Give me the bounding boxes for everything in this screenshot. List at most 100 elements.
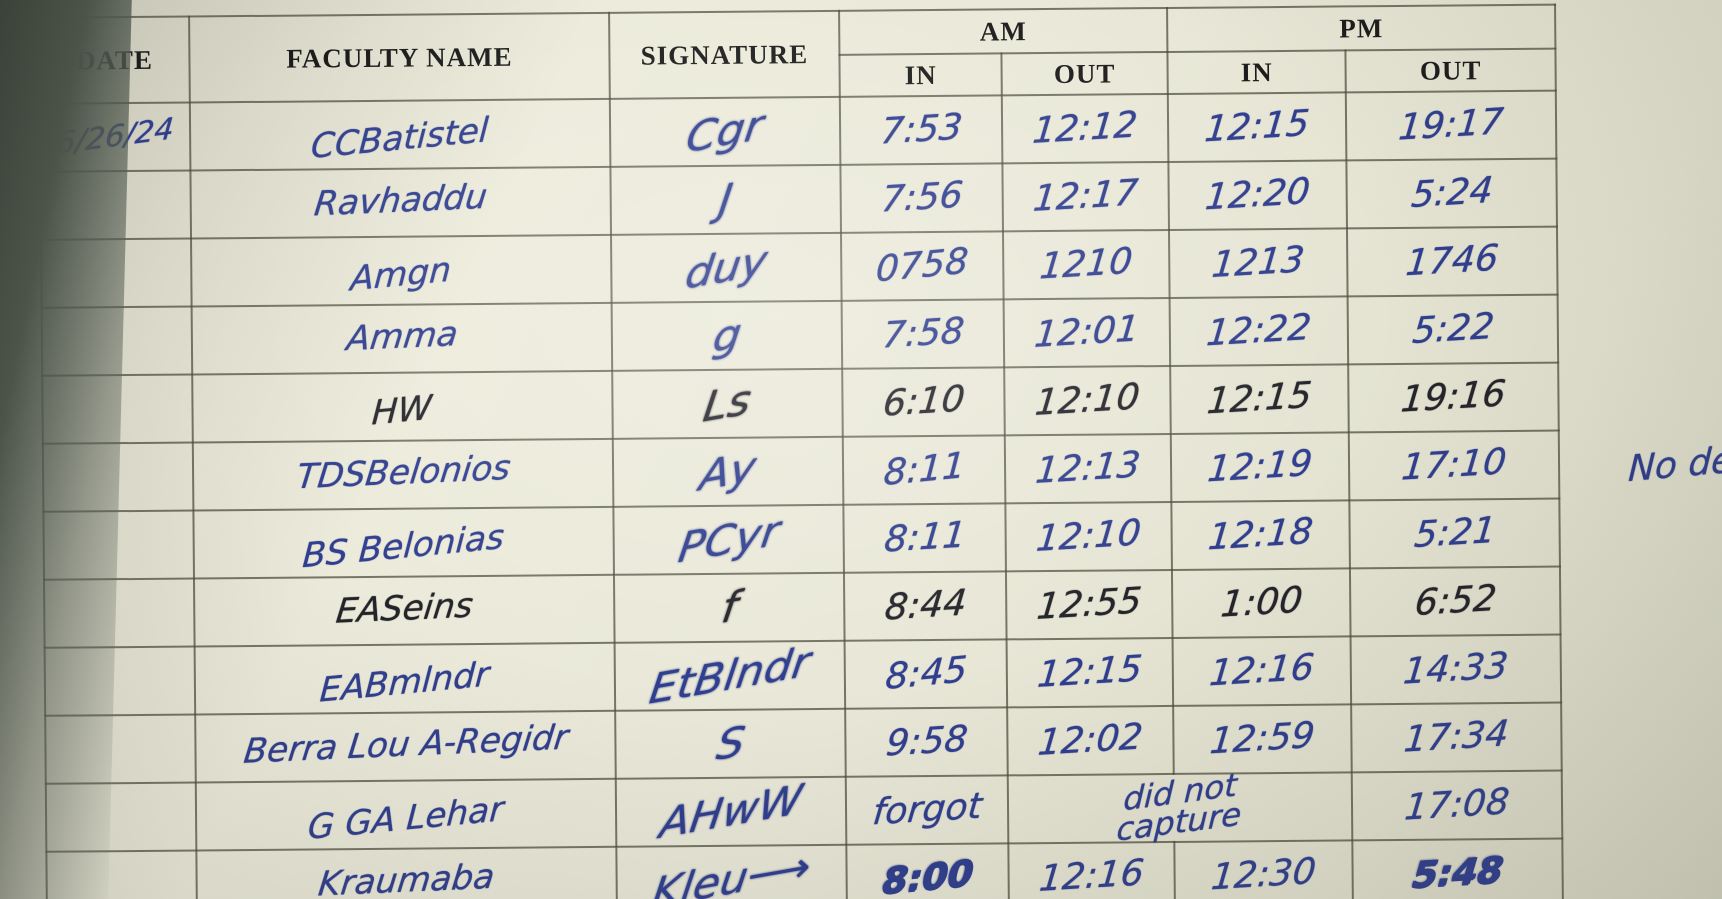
cell-am-out: 12:17: [1002, 161, 1170, 232]
header-pm: PM: [1167, 4, 1556, 52]
cell-am-out: 12:01: [1003, 297, 1171, 368]
signature-scrawl: S: [615, 708, 846, 779]
cell-am-in: 8:44: [843, 571, 1007, 641]
cell-date: [45, 782, 197, 852]
handwriting: 12:16: [1207, 647, 1317, 695]
cell-am-in: 0758: [841, 231, 1004, 301]
handwriting: 12:22: [1204, 307, 1314, 355]
handwriting: Ay: [696, 442, 760, 501]
cell-am-out: 12:10: [1004, 365, 1171, 436]
cell-faculty-name: EABmlndr: [194, 642, 616, 715]
signature-scrawl: EtBlndr: [614, 637, 846, 714]
handwriting: 8:45: [883, 649, 968, 698]
handwriting: 9:58: [883, 718, 970, 765]
handwriting: 12:10: [1034, 512, 1143, 560]
cell-pm-in: 12:16: [1172, 636, 1352, 706]
handwriting: 7:58: [880, 310, 966, 357]
handwriting: Kraumaba: [316, 856, 498, 899]
cell-pm-out: 6:52: [1349, 566, 1561, 637]
handwriting: Kleu⟶: [649, 841, 815, 899]
cell-date: [44, 646, 196, 716]
handwriting: did not capture: [1116, 766, 1243, 850]
cell-am-out: 12:16: [1008, 841, 1175, 899]
handwriting: 5:22: [1410, 306, 1496, 352]
handwriting: 6/26/24: [54, 111, 176, 162]
header-pm-in: IN: [1167, 50, 1346, 94]
handwriting: 12:10: [1033, 376, 1142, 424]
signature-scrawl: duy: [611, 232, 842, 303]
signature-scrawl: Cgr: [609, 96, 841, 167]
cell-am-out: 12:12: [1001, 93, 1169, 164]
signature-scrawl: Ay: [612, 436, 844, 507]
cell-am-out: 1210: [1002, 229, 1170, 300]
header-faculty-name: FACULTY NAME: [189, 12, 610, 103]
table-header: DATE FACULTY NAME SIGNATURE AM PM IN OUT…: [39, 4, 1556, 104]
header-am-out: OUT: [1001, 51, 1168, 96]
handwriting: AHwW: [656, 774, 806, 848]
handwriting: HW: [371, 387, 434, 434]
handwriting: 7:53: [878, 106, 964, 153]
cell-pm-out: 19:17: [1345, 90, 1557, 161]
handwriting: 12:15: [1035, 648, 1145, 696]
handwriting: 19:16: [1399, 373, 1508, 421]
handwriting: duy: [682, 236, 771, 299]
cell-date: 6/26/24: [39, 102, 191, 172]
cell-pm-out: 5:22: [1347, 294, 1559, 365]
handwriting: 12:15: [1202, 103, 1312, 151]
cell-pm-out: 17:34: [1351, 702, 1562, 773]
handwriting: 12:30: [1209, 851, 1318, 899]
cell-am-out: 12:02: [1007, 705, 1174, 776]
cell-faculty-name: TDSBelonios: [192, 438, 614, 511]
handwriting: 19:17: [1396, 101, 1506, 149]
cell-date: [45, 714, 196, 784]
cell-faculty-name: Ravhaddu: [190, 166, 612, 239]
handwriting: 8:00: [881, 852, 975, 899]
header-am-in: IN: [839, 53, 1002, 97]
signature-scrawl: Ls: [612, 368, 843, 439]
handwriting: Amma: [344, 314, 460, 360]
header-signature: SIGNATURE: [609, 10, 840, 99]
cell-am-in: 9:58: [845, 707, 1008, 777]
cell-pm-out: 14:33: [1350, 634, 1562, 705]
cell-am-in: 8:00: [846, 843, 1009, 899]
handwriting: 12:12: [1030, 104, 1140, 152]
handwriting: G GA Lehar: [306, 789, 505, 848]
handwriting: 0758: [874, 240, 970, 291]
handwriting: Ls: [700, 375, 755, 432]
handwriting: EASeins: [333, 585, 476, 632]
cell-date: [46, 850, 197, 899]
cell-faculty-name: Amgn: [191, 234, 612, 307]
cell-pm-out: 17:10: [1348, 430, 1560, 501]
handwriting: 12:17: [1031, 172, 1140, 220]
cell-am-in: 8:11: [842, 435, 1006, 505]
table-body: 6/26/24 CCBatistel Cgr 7:53 12:12 12:15 19:17 R…: [39, 90, 1563, 899]
cell-pm-in: 12:19: [1170, 432, 1350, 502]
handwriting: 17:34: [1402, 713, 1511, 761]
cell-pm-out: 1746: [1346, 226, 1558, 297]
attendance-table: DATE FACULTY NAME SIGNATURE AM PM IN OUT…: [38, 4, 1564, 899]
signature-scrawl: Kleu⟶: [616, 841, 847, 899]
cell-am-in: 6:10: [842, 367, 1005, 437]
cell-faculty-name: G GA Lehar: [195, 778, 617, 851]
handwriting: J: [715, 174, 736, 225]
header-pm-out: OUT: [1345, 48, 1556, 93]
cell-am-out: 12:10: [1005, 501, 1172, 572]
cell-date: [42, 442, 194, 512]
handwriting: 12:02: [1036, 716, 1145, 764]
cell-am-in: 8:11: [843, 503, 1006, 573]
cell-am-in: 7:58: [841, 299, 1005, 369]
handwriting: Berra Lou A-Regidr: [241, 717, 571, 772]
cell-am-out: 12:13: [1004, 433, 1172, 504]
handwriting: 8:11: [882, 514, 968, 561]
cell-date: [43, 578, 195, 648]
cell-faculty-name: Berra Lou A-Regidr: [195, 710, 616, 783]
handwriting: 1746: [1404, 237, 1501, 285]
handwriting: 12:15: [1205, 375, 1314, 423]
cell-date: [41, 306, 193, 376]
handwriting: 6:52: [1412, 578, 1498, 624]
handwriting: 17:08: [1402, 781, 1512, 829]
handwriting: 5:24: [1409, 170, 1495, 216]
cell-date: [41, 238, 192, 308]
cell-date: [42, 374, 193, 444]
cell-pm-in: 12:59: [1173, 704, 1352, 774]
